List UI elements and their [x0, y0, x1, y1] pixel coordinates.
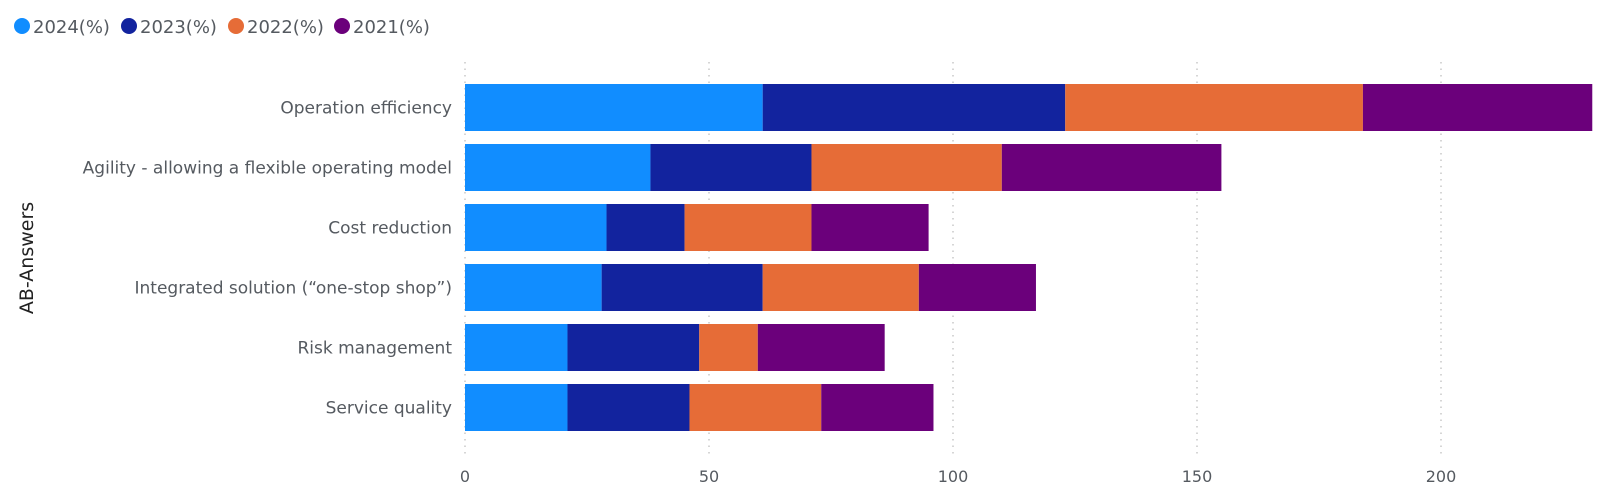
- bar-4-2021(%)[interactable]: [918, 264, 1036, 311]
- legend-marker-2024(%)[interactable]: [14, 18, 30, 34]
- category-label-5: Risk management: [297, 339, 452, 359]
- bar-2-2023(%)[interactable]: [650, 144, 812, 191]
- x-tick-label-200: 200: [1426, 467, 1457, 486]
- bar-4-2023(%)[interactable]: [601, 264, 763, 311]
- x-tick-label-0: 0: [460, 467, 470, 486]
- legend-label-2024(%)[interactable]: 2024(%): [33, 17, 110, 38]
- bar-4-2022(%)[interactable]: [762, 264, 919, 311]
- bar-5-2023(%)[interactable]: [567, 324, 700, 371]
- bar-1-2023(%)[interactable]: [762, 84, 1066, 131]
- bar-3-2023(%)[interactable]: [606, 204, 685, 251]
- category-label-2: Agility - allowing a flexible operating …: [83, 159, 452, 179]
- bar-2-2022(%)[interactable]: [811, 144, 1002, 191]
- x-tick-label-150: 150: [1182, 467, 1213, 486]
- bar-5-2021(%)[interactable]: [757, 324, 885, 371]
- legend-label-2022(%)[interactable]: 2022(%): [247, 17, 324, 38]
- bar-3-2024(%)[interactable]: [465, 204, 607, 251]
- category-label-3: Cost reduction: [328, 219, 452, 239]
- legend-label-2023(%)[interactable]: 2023(%): [140, 17, 217, 38]
- x-tick-label-50: 50: [699, 467, 719, 486]
- bar-5-2024(%)[interactable]: [465, 324, 568, 371]
- category-label-4: Integrated solution (“one-stop shop”): [134, 279, 452, 299]
- bar-5-2022(%)[interactable]: [699, 324, 758, 371]
- bar-3-2021(%)[interactable]: [811, 204, 929, 251]
- bar-3-2022(%)[interactable]: [684, 204, 812, 251]
- bar-6-2021(%)[interactable]: [821, 384, 934, 431]
- category-labels: Operation efficiency Agility - allowing a…: [83, 99, 453, 419]
- bar-6-2024(%)[interactable]: [465, 384, 568, 431]
- bar-6-2022(%)[interactable]: [689, 384, 822, 431]
- bar-2-2024(%)[interactable]: [465, 144, 651, 191]
- bar-1-2022(%)[interactable]: [1065, 84, 1363, 131]
- bar-4-2024(%)[interactable]: [465, 264, 602, 311]
- category-label-6: Service quality: [326, 399, 452, 419]
- x-axis-ticks: 0 50 100 150 200: [460, 467, 1456, 486]
- legend-marker-2022(%)[interactable]: [228, 18, 244, 34]
- bar-2-2021(%)[interactable]: [1001, 144, 1222, 191]
- legend-marker-2021(%)[interactable]: [334, 18, 350, 34]
- bar-6-2023(%)[interactable]: [567, 384, 690, 431]
- bars: [465, 84, 1593, 431]
- bar-1-2021(%)[interactable]: [1362, 84, 1593, 131]
- bar-1-2024(%)[interactable]: [465, 84, 763, 131]
- x-tick-label-100: 100: [938, 467, 969, 486]
- legend-marker-2023(%)[interactable]: [121, 18, 137, 34]
- legend: 2024(%) 2023(%) 2022(%) 2021(%): [14, 17, 430, 38]
- y-axis-title: AB-Answers: [16, 202, 38, 314]
- legend-label-2021(%)[interactable]: 2021(%): [353, 17, 430, 38]
- category-label-1: Operation efficiency: [280, 99, 452, 119]
